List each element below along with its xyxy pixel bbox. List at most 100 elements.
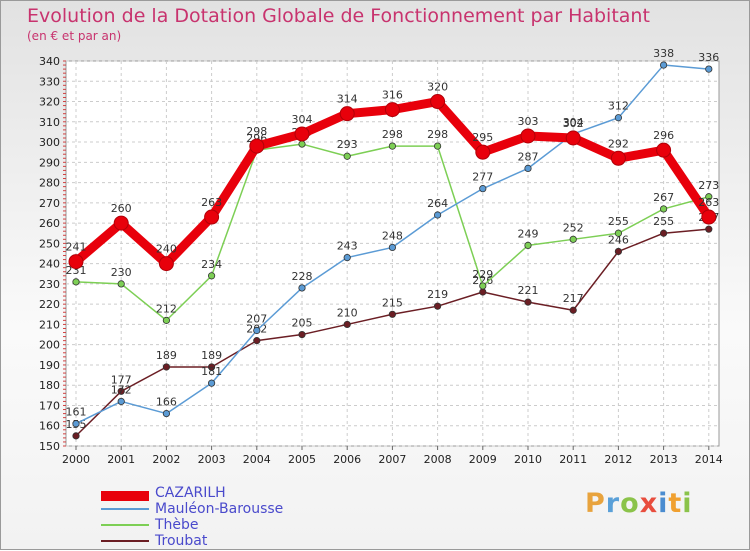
- data-label-cazarilh-2006: 314: [337, 93, 358, 106]
- chart-subtitle: (en € et par an): [27, 29, 122, 43]
- point-troubat-2012: [614, 247, 623, 256]
- logo-letter: t: [668, 488, 683, 519]
- point-cazarilh-2012: [610, 150, 626, 166]
- data-label-cazarilh-2014: 263: [698, 196, 719, 209]
- x-tick-label-2009: 2009: [469, 453, 497, 466]
- data-label-mauleon-barousse-2001: 172: [111, 383, 132, 396]
- y-tick-label-240: 240: [39, 258, 60, 271]
- data-label-troubat-2012: 246: [608, 233, 629, 246]
- y-tick-label-230: 230: [39, 278, 60, 291]
- point-thebe-2006: [343, 152, 351, 160]
- point-troubat-2005: [298, 330, 306, 339]
- point-troubat-2007: [388, 310, 396, 318]
- data-label-cazarilh-2008: 320: [427, 81, 448, 94]
- point-thebe-2012: [614, 229, 623, 237]
- x-tick-label-2007: 2007: [378, 453, 406, 466]
- data-label-cazarilh-2012: 292: [608, 137, 629, 150]
- data-label-cazarilh-2013: 296: [653, 129, 674, 142]
- legend-label-troubat: Troubat: [155, 533, 208, 549]
- logo-letter: o: [620, 488, 640, 519]
- chart-title: Evolution de la Dotation Globale de Fonc…: [27, 5, 650, 27]
- y-tick-label-270: 270: [39, 197, 60, 210]
- data-label-mauleon-barousse-2004: 207: [246, 313, 267, 326]
- y-tick-label-260: 260: [39, 217, 60, 230]
- data-label-thebe-2013: 267: [653, 191, 674, 204]
- point-mauleon-barousse-2005: [298, 284, 306, 292]
- x-tick-label-2005: 2005: [288, 453, 316, 466]
- point-troubat-2001: [117, 387, 125, 395]
- point-mauleon-barousse-2004: [253, 326, 261, 335]
- data-label-thebe-2014: 273: [698, 179, 719, 192]
- data-label-troubat-2002: 189: [156, 349, 177, 362]
- point-troubat-2014: [705, 225, 713, 233]
- proxiti-logo: Proxiti: [585, 488, 693, 519]
- y-tick-label-320: 320: [39, 96, 60, 109]
- point-thebe-2008: [433, 142, 442, 150]
- point-thebe-2002: [162, 316, 170, 324]
- point-mauleon-barousse-2006: [343, 253, 351, 262]
- logo-letter: i: [682, 488, 693, 519]
- legend-swatch-thebe: [101, 524, 149, 526]
- data-label-mauleon-barousse-2002: 166: [156, 396, 177, 409]
- data-label-mauleon-barousse-2009: 277: [472, 171, 493, 184]
- point-thebe-2010: [524, 241, 532, 249]
- point-mauleon-barousse-2009: [479, 185, 487, 193]
- data-label-thebe-2001: 230: [111, 266, 132, 279]
- data-label-thebe-2008: 298: [427, 128, 448, 141]
- x-tick-label-2012: 2012: [604, 453, 632, 466]
- data-label-cazarilh-2007: 316: [382, 89, 403, 102]
- y-tick-label-220: 220: [39, 298, 60, 311]
- data-label-cazarilh-2000: 241: [66, 241, 87, 254]
- point-cazarilh-2013: [656, 142, 672, 158]
- point-thebe-2013: [659, 205, 668, 213]
- data-label-mauleon-barousse-2011: 304: [563, 116, 584, 129]
- point-troubat-2008: [433, 302, 442, 310]
- data-label-thebe-2007: 298: [382, 128, 403, 141]
- point-cazarilh-2002: [158, 256, 174, 272]
- y-tick-label-160: 160: [39, 420, 60, 433]
- point-cazarilh-2004: [249, 138, 265, 154]
- point-mauleon-barousse-2007: [388, 243, 396, 252]
- point-cazarilh-2001: [113, 215, 129, 231]
- data-label-cazarilh-2004: 298: [246, 125, 267, 138]
- point-thebe-2014: [705, 193, 713, 201]
- data-label-mauleon-barousse-2006: 243: [337, 240, 358, 253]
- data-label-thebe-2009: 229: [472, 268, 493, 281]
- point-troubat-2009: [479, 288, 487, 296]
- legend-label-mauleon-barousse: Mauléon-Barousse: [155, 501, 284, 517]
- data-label-cazarilh-2009: 295: [472, 131, 493, 144]
- legend-label-cazarilh: CAZARILH: [155, 485, 226, 501]
- data-label-cazarilh-2001: 260: [111, 202, 132, 215]
- data-label-troubat-2013: 255: [653, 215, 674, 228]
- data-label-thebe-2010: 249: [518, 227, 539, 240]
- point-mauleon-barousse-2008: [433, 211, 442, 219]
- data-label-thebe-2000: 231: [66, 264, 87, 277]
- data-label-mauleon-barousse-2014: 336: [698, 51, 719, 64]
- x-tick-label-2002: 2002: [152, 453, 180, 466]
- y-tick-label-330: 330: [39, 75, 60, 88]
- data-label-troubat-2010: 221: [518, 284, 539, 297]
- y-tick-label-290: 290: [39, 156, 60, 169]
- data-label-mauleon-barousse-2010: 287: [518, 150, 539, 163]
- data-label-troubat-2011: 217: [563, 292, 584, 305]
- y-tick-label-280: 280: [39, 177, 60, 190]
- y-tick-label-150: 150: [39, 440, 60, 453]
- point-troubat-2002: [162, 363, 170, 371]
- data-label-cazarilh-2002: 240: [156, 243, 177, 256]
- data-label-troubat-2003: 189: [201, 349, 222, 362]
- point-cazarilh-2009: [475, 144, 491, 160]
- logo-letter: i: [658, 488, 669, 519]
- y-tick-label-340: 340: [39, 55, 60, 68]
- data-label-troubat-2008: 219: [427, 288, 448, 301]
- data-label-troubat-2005: 205: [292, 317, 313, 330]
- point-mauleon-barousse-2002: [162, 409, 170, 418]
- point-mauleon-barousse-2003: [208, 379, 216, 387]
- point-cazarilh-2010: [520, 128, 536, 144]
- y-tick-label-190: 190: [39, 359, 60, 372]
- logo-letter: P: [585, 488, 606, 519]
- point-troubat-2006: [343, 320, 351, 329]
- x-tick-label-2008: 2008: [424, 453, 452, 466]
- legend-label-thebe: Thèbe: [155, 517, 199, 533]
- x-tick-label-2013: 2013: [650, 453, 678, 466]
